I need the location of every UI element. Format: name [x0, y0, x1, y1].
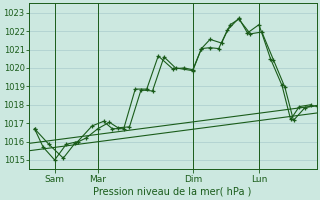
X-axis label: Pression niveau de la mer( hPa ): Pression niveau de la mer( hPa )	[93, 187, 252, 197]
